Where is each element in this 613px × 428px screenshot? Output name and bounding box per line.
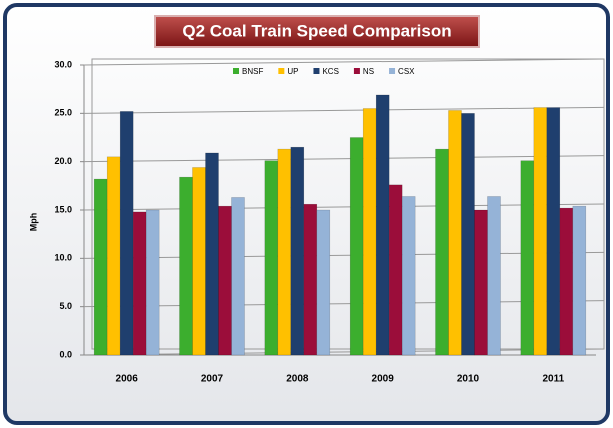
grid-line bbox=[83, 251, 605, 259]
bar bbox=[145, 209, 160, 356]
x-tick-label: 2007 bbox=[201, 374, 224, 385]
bar bbox=[264, 160, 279, 356]
bar bbox=[290, 146, 305, 356]
bar bbox=[303, 203, 318, 356]
chart-title: Q2 Coal Train Speed Comparison bbox=[182, 21, 451, 40]
x-tick-label: 2009 bbox=[372, 374, 395, 385]
bar bbox=[277, 148, 292, 356]
grid-line bbox=[83, 300, 605, 308]
x-tick-label: 2011 bbox=[542, 374, 564, 385]
bar bbox=[461, 113, 475, 356]
bar bbox=[362, 108, 377, 356]
y-tick-label: 15.0 bbox=[54, 204, 72, 214]
bar bbox=[132, 211, 147, 356]
legend-label: UP bbox=[287, 67, 298, 76]
bar bbox=[106, 156, 121, 356]
y-tick-label: 0.0 bbox=[59, 349, 72, 359]
legend-swatch bbox=[233, 68, 239, 74]
grid-line bbox=[83, 106, 605, 114]
bar bbox=[93, 178, 108, 356]
bar bbox=[546, 107, 561, 356]
bar bbox=[192, 167, 206, 356]
bar bbox=[218, 205, 232, 356]
bar bbox=[487, 196, 501, 356]
y-tick-label: 25.0 bbox=[54, 108, 72, 118]
bar bbox=[448, 110, 462, 356]
bar bbox=[435, 148, 449, 356]
bar bbox=[388, 184, 403, 356]
x-tick-label: 2010 bbox=[457, 374, 480, 385]
bar bbox=[401, 196, 416, 356]
bar bbox=[316, 209, 331, 356]
bar bbox=[474, 209, 488, 356]
bar bbox=[205, 152, 219, 356]
bar bbox=[533, 107, 548, 356]
bar bbox=[520, 160, 535, 356]
y-tick-label: 30.0 bbox=[54, 59, 72, 69]
bar bbox=[179, 176, 193, 356]
x-tick-label: 2006 bbox=[116, 374, 139, 385]
bar bbox=[119, 111, 134, 356]
bar bbox=[559, 207, 574, 356]
grid-line bbox=[83, 58, 605, 66]
bar bbox=[231, 197, 245, 356]
legend-label: CSX bbox=[398, 67, 415, 76]
x-tick-label: 2008 bbox=[286, 374, 309, 385]
bar bbox=[349, 137, 364, 356]
y-tick-label: 10.0 bbox=[54, 253, 72, 263]
legend-label: NS bbox=[363, 67, 374, 76]
grid-line bbox=[83, 348, 605, 356]
grid-line bbox=[83, 203, 605, 211]
legend-swatch bbox=[313, 68, 320, 74]
legend-label: KCS bbox=[322, 67, 338, 76]
bar bbox=[375, 94, 390, 356]
grid-line bbox=[83, 155, 605, 163]
y-tick-label: 5.0 bbox=[59, 301, 72, 311]
legend-swatch bbox=[353, 68, 360, 74]
bar bbox=[572, 205, 587, 356]
legend-label: BNSF bbox=[242, 67, 263, 76]
y-axis-label: Mph bbox=[28, 213, 38, 232]
y-tick-label: 20.0 bbox=[54, 156, 72, 166]
legend-swatch bbox=[389, 68, 396, 74]
title-box bbox=[154, 15, 480, 48]
legend-swatch bbox=[278, 68, 285, 74]
